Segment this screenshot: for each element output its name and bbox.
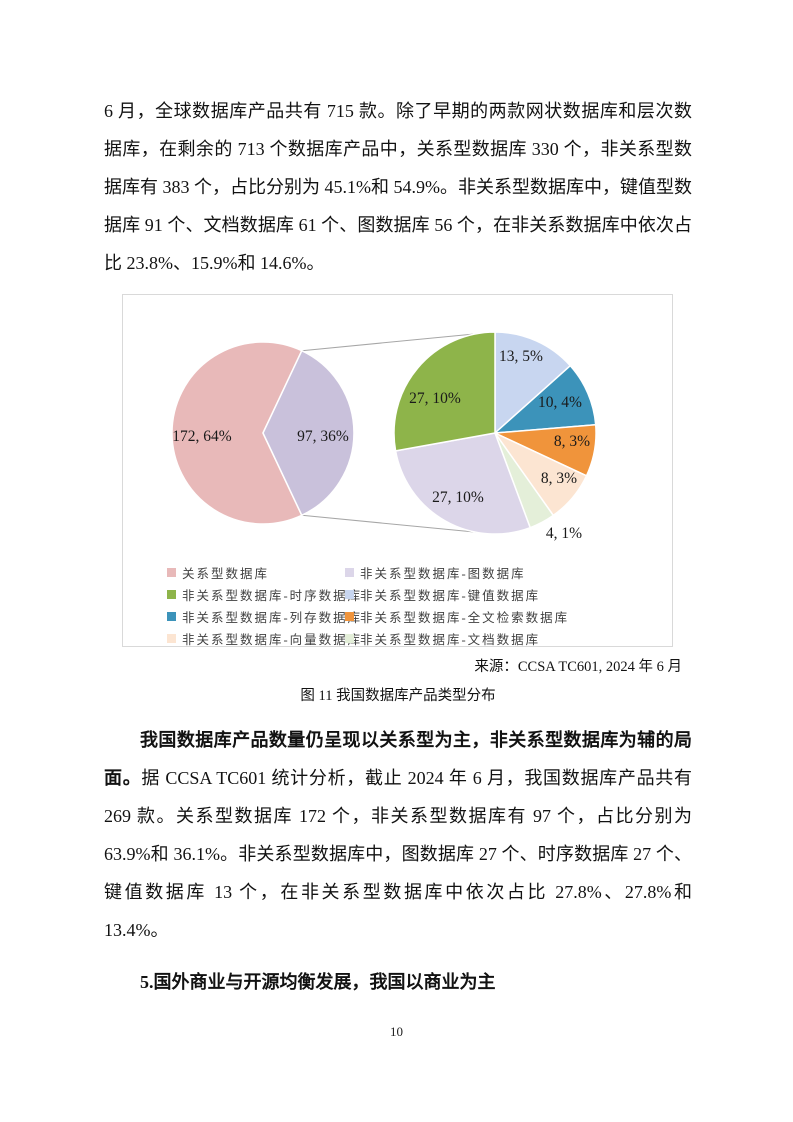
figure-11-chart: 172, 64% 97, 36% 13, 5% 10, 4% 8, 3% 8, … [122,294,673,647]
label-graph: 27, 10% [432,489,484,506]
label-vector: 8, 3% [541,470,577,487]
legend-item-relational: 关系型数据库 [167,561,345,583]
paragraph-rest: 据 CCSA TC601 统计分析，截止 2024 年 6 月，我国数据库产品共… [104,768,693,940]
legend-label: 非关系型数据库-向量数据库 [182,632,363,647]
legend-swatch [345,611,354,621]
legend-label: 非关系型数据库-文档数据库 [360,632,541,647]
legend-swatch [345,633,354,643]
paragraph-global-stats: 6 月，全球数据库产品共有 715 款。除了早期的两款网状数据库和层次数据库，在… [104,101,692,273]
legend-item-keyvalue: 非关系型数据库-键值数据库 [345,583,672,605]
legend-swatch [167,589,176,599]
figure-caption: 图 11 我国数据库产品类型分布 [300,688,496,704]
legend-label: 非关系型数据库-图数据库 [360,566,526,581]
detail-pie [393,331,597,535]
slice-keyvalue [494,331,572,434]
label-columnar: 10, 4% [538,394,582,411]
slice-timeseries [393,331,496,452]
legend-swatch [167,567,176,577]
legend-swatch [167,611,176,621]
legend-swatch [167,633,176,643]
legend-item-columnar: 非关系型数据库-列存数据库 [167,605,360,627]
slice-graph [394,432,531,535]
main-pie [171,341,355,525]
legend-item-fulltext: 非关系型数据库-全文检索数据库 [345,605,672,627]
label-document: 4, 1% [546,525,582,542]
label-keyvalue: 13, 5% [499,348,543,365]
chart-legend: 关系型数据库 非关系型数据库-图数据库 非关系型数据库-时序数据库 非关系型数据… [123,557,672,647]
connector-line-bottom [301,514,496,535]
legend-label: 关系型数据库 [182,566,270,581]
slice-non-relational-total [262,349,355,517]
legend-label: 非关系型数据库-时序数据库 [182,588,363,603]
label-timeseries: 27, 10% [409,390,461,407]
legend-item-document: 非关系型数据库-文档数据库 [345,627,672,647]
pie-of-pie-chart: 172, 64% 97, 36% 13, 5% 10, 4% 8, 3% 8, … [171,331,597,542]
legend-swatch [345,589,354,599]
section-heading-5: 5.国外商业与开源均衡发展，我国以商业为主 [140,972,496,992]
legend-swatch [345,567,354,577]
page-number: 10 [390,1024,403,1039]
legend-item-vector: 非关系型数据库-向量数据库 [167,627,360,646]
page-content: 6 月，全球数据库产品共有 715 款。除了早期的两款网状数据库和层次数据库，在… [104,101,692,992]
legend-label: 非关系型数据库-键值数据库 [360,588,541,603]
legend-label: 非关系型数据库-列存数据库 [182,610,363,625]
legend-label: 非关系型数据库-全文检索数据库 [360,610,570,625]
figure-source: 来源：CCSA TC601, 2024 年 6 月 [474,659,682,675]
connector-line-top [301,331,496,352]
legend-item-graph: 非关系型数据库-图数据库 [345,561,672,583]
label-fulltext: 8, 3% [554,433,590,450]
paragraph-china-stats: 我国数据库产品数量仍呈现以关系型为主，非关系型数据库为辅的局面。据 CCSA T… [104,721,692,949]
slice-relational [171,341,303,525]
label-relational: 172, 64% [172,428,232,445]
label-non-relational-total: 97, 36% [297,428,349,445]
paragraph-lead-bold: 我国数据库产品数量仍呈现以关系型为主，非关系型数据库为辅的局面。 [104,730,692,788]
legend-item-timeseries: 非关系型数据库-时序数据库 [167,583,360,605]
